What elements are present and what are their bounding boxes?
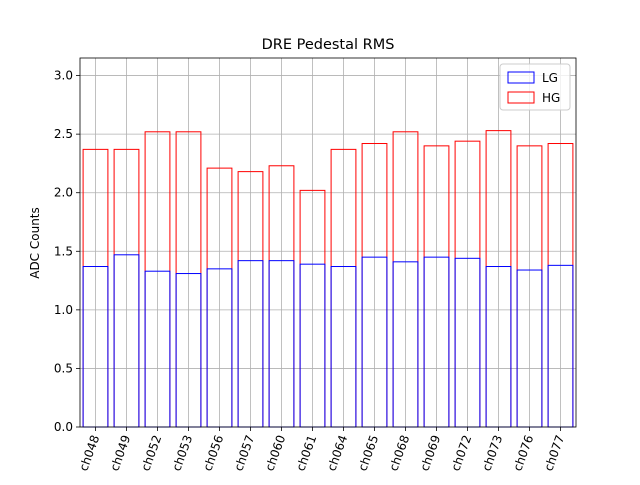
x-tick-label: ch049: [107, 433, 133, 473]
x-tick-label: ch052: [138, 433, 164, 473]
x-tick-label: ch068: [386, 433, 412, 473]
legend-swatch-lg: [507, 71, 535, 84]
grid: [80, 58, 576, 428]
legend-box: [499, 63, 571, 111]
legend-label-hg: HG: [542, 91, 560, 105]
x-tick-label: ch072: [448, 433, 474, 473]
chart-title: DRE Pedestal RMS: [262, 37, 395, 53]
x-tick-label: ch060: [262, 433, 288, 473]
x-tick-label: ch056: [200, 433, 226, 473]
bars: [82, 130, 574, 428]
y-tick-label: 1.0: [54, 303, 73, 317]
x-tick-label: ch073: [479, 433, 505, 473]
x-tick-label: ch065: [355, 433, 381, 473]
y-tick-label: 0.0: [54, 420, 73, 434]
x-tick-label: ch064: [324, 433, 350, 473]
x-tick-label: ch048: [76, 433, 102, 473]
x-tick-label: ch076: [510, 433, 536, 473]
y-tick-label: 1.5: [54, 244, 73, 258]
legend-swatch-hg: [507, 91, 535, 104]
y-axis-label: ADC Counts: [28, 207, 42, 279]
y-tick-label: 3.0: [54, 69, 73, 83]
x-tick-label: ch061: [293, 433, 319, 473]
x-tick-label: ch069: [417, 433, 443, 473]
legend: LG HG: [499, 63, 571, 111]
y-tick-label: 0.5: [54, 361, 73, 375]
y-tick-label: 2.5: [54, 127, 73, 141]
x-tick-label: ch057: [231, 433, 257, 473]
legend-label-lg: LG: [542, 71, 558, 85]
y-tick-label: 2.0: [54, 186, 73, 200]
x-tick-label: ch053: [169, 433, 195, 473]
plot-frame: [79, 57, 577, 428]
x-tick-label: ch077: [541, 433, 567, 473]
